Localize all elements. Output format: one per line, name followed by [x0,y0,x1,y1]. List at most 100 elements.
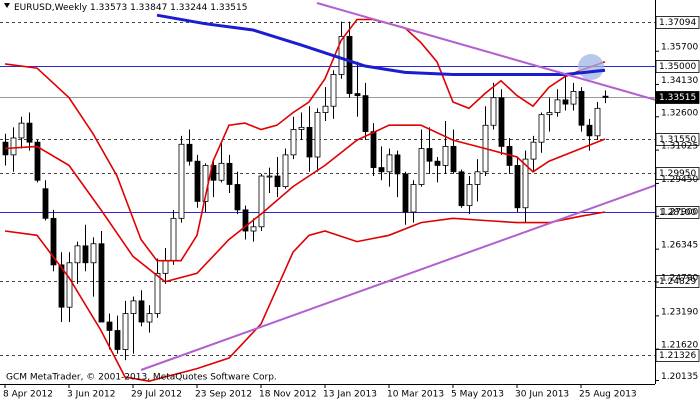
level-label: 1.37094 [659,18,696,28]
y-tick-label: 1.32600 [661,108,698,118]
y-tick-label: 1.24790 [661,274,698,284]
candle-body [74,245,81,264]
y-tick-label: 1.23190 [661,307,698,317]
candle-body [306,126,313,158]
candle-body [434,160,441,166]
candle-body [578,90,585,126]
indicator-line [140,183,657,371]
candle-body [234,184,241,211]
candle-body [290,129,297,156]
highlight [578,54,604,80]
candle-body [538,114,545,143]
indicator-line [4,124,606,283]
candle-body [330,74,337,107]
candle-body [194,160,201,202]
candle-body [314,112,321,158]
candle-body [474,171,481,185]
candle-body [602,95,609,98]
candle-body [426,148,433,162]
candle-body [106,321,113,331]
candle-body [26,122,33,143]
x-tick-label: 5 May 2013 [451,390,504,400]
y-tick-label: 1.27900 [661,208,698,218]
candle-body [162,260,169,274]
y-tick-label: 1.20135 [661,372,698,382]
candle-body [10,137,17,156]
candle-body [18,122,25,139]
y-tick-label: 1.29450 [661,175,698,185]
arrow-icon [4,3,10,8]
candle-body [498,97,505,147]
x-tick-label: 30 Jun 2013 [515,390,569,400]
level-label: 1.24829 [659,277,696,287]
level-label: 1.35000 [659,62,696,72]
candle-body [250,226,257,232]
candle-body [42,188,49,219]
y-tick-label: 1.35700 [661,43,698,53]
overlay: 1.37094 1.35000 1.31550 1.29950 1.28100 1.248… [140,2,700,371]
x-tick-label: 29 Jul 2012 [131,390,182,400]
x-tick-label: 3 Jun 2012 [67,390,115,400]
candle-body [258,175,265,228]
candle-body [298,126,305,130]
indicator-line [156,13,606,76]
level-label: 1.29950 [659,169,696,179]
x-tick-label: 8 Apr 2012 [3,390,53,400]
level-label: 1.28100 [659,208,696,218]
candle-body [154,272,161,314]
level-label: 1.31550 [659,135,696,145]
candle-body [242,209,249,232]
y-tick-label: 1.31025 [661,142,698,152]
candle-body [410,184,417,213]
candle-body [82,245,89,264]
candle-body [458,171,465,207]
candle-body [66,262,73,308]
y-tick-label: 1.34130 [661,76,698,86]
candle-body [114,330,121,350]
candle-body [450,146,457,173]
candle-body [378,167,385,173]
plot-area [0,18,655,383]
x-tick-label: 18 Nov 2012 [259,390,317,400]
x-tick-label: 23 Sep 2012 [195,390,252,400]
x-tick-label: 13 Jan 2013 [323,390,377,400]
candle-body [282,154,289,188]
candle-body [170,217,177,262]
candle-body [418,148,425,185]
candle-body [530,141,537,160]
level-label: 1.21326 [659,351,696,361]
candle-body [34,141,41,181]
watermark: GCM MetaTrader, © 2001-2013, MetaQuotes … [6,373,277,383]
candle-body [394,154,401,175]
candle-body [130,300,137,314]
candle-body [562,99,569,105]
candle-body [218,162,225,181]
candle-body [226,162,233,185]
candle-body [466,184,473,207]
candle-body [546,112,553,116]
x-tick-label: 25 Aug 2013 [579,390,637,400]
candle-body [514,165,521,209]
candle-body [594,107,601,137]
y-tick-label: 1.21620 [661,341,698,351]
indicator-line [4,18,606,262]
y-tick-label: 1.26345 [661,241,698,251]
candle-body [138,300,145,323]
candle-body [370,131,377,168]
candle-body [346,35,353,94]
candle-body [570,90,577,105]
candle-body [90,243,97,264]
candle-body [98,243,105,323]
chart-title: EURUSD,Weekly 1.33573 1.33847 1.33244 1.… [14,3,247,13]
x-tick-label: 10 Mar 2013 [387,390,444,400]
candle-body [522,158,529,209]
candle-body [442,146,449,166]
candle-body [402,173,409,213]
candle-body [322,105,329,113]
indicator-line [4,211,606,383]
candle-body [490,97,497,126]
candle-body [362,95,369,132]
candle-body [386,154,393,173]
candle-body [338,35,345,75]
